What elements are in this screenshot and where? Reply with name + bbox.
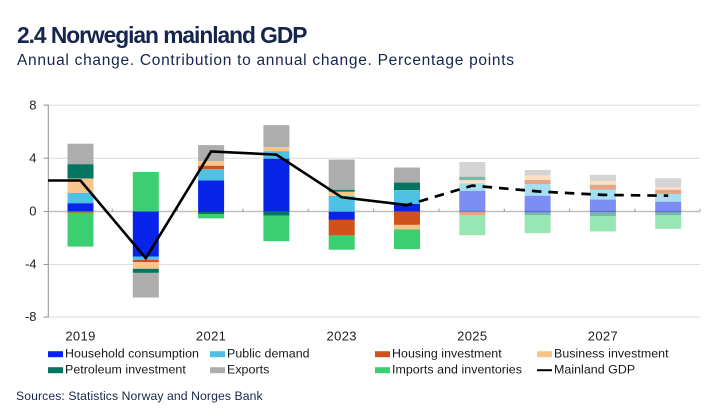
svg-text:Exports: Exports: [227, 363, 269, 377]
svg-text:Imports and inventories: Imports and inventories: [392, 363, 522, 377]
svg-text:2027: 2027: [588, 329, 618, 344]
svg-text:Housing investment: Housing investment: [392, 347, 502, 361]
svg-text:-4: -4: [25, 257, 37, 272]
svg-text:2021: 2021: [196, 329, 226, 344]
svg-text:2023: 2023: [327, 329, 357, 344]
svg-text:Mainland GDP: Mainland GDP: [554, 363, 635, 377]
svg-text:2019: 2019: [65, 329, 95, 344]
svg-text:Business investment: Business investment: [554, 347, 669, 361]
svg-text:Household consumption: Household consumption: [65, 347, 199, 361]
svg-text:-8: -8: [25, 309, 37, 324]
svg-text:2025: 2025: [457, 329, 487, 344]
svg-text:Public demand: Public demand: [227, 347, 310, 361]
svg-text:0: 0: [29, 204, 36, 219]
svg-text:Petroleum investment: Petroleum investment: [65, 363, 186, 377]
svg-text:4: 4: [29, 150, 36, 165]
svg-text:8: 8: [29, 97, 36, 112]
